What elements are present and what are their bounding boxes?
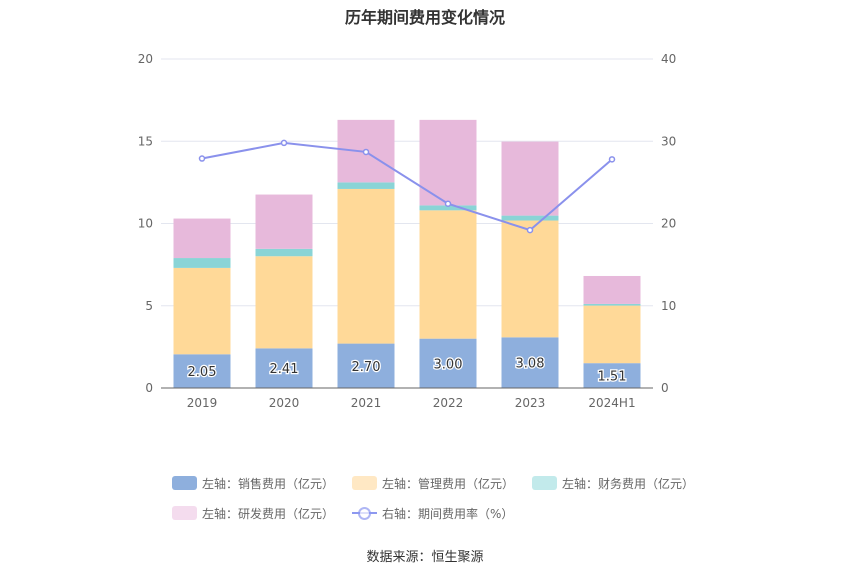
bar-s3-2019 [173,218,231,259]
bar-s3-2022 [419,119,477,206]
legend-swatch-rate [352,506,378,520]
bar-s0-2024H1 [583,363,641,388]
right-tick-label-1: 10 [661,299,676,313]
bar-s1-2022 [419,210,477,339]
bar-s0-2019 [173,354,231,388]
legend-swatch-admin [352,476,378,490]
bar-label-2022: 3.00 [434,357,463,372]
bar-s0-2021 [337,343,395,388]
chart-title: 历年期间费用变化情况 [344,8,505,27]
bar-s2-2020 [255,248,313,257]
bar-s0-2022 [419,338,477,388]
legend-label-sales: 左轴：销售费用（亿元） [202,476,335,491]
bar-label-2021: 2.70 [352,360,381,375]
legend-swatch-finance [532,476,558,490]
x-tick-label-2019: 2019 [187,396,218,410]
right-tick-label-3: 30 [661,134,676,148]
left-tick-label-4: 20 [138,52,153,66]
legend-label-rd: 左轴：研发费用（亿元） [202,506,335,521]
bar-s3-2020 [255,194,313,249]
right-tick-label-4: 40 [661,52,676,66]
bar-label-2024H1: 1.51 [598,370,627,385]
x-tick-label-2020: 2020 [269,396,300,410]
x-tick-label-2021: 2021 [351,396,382,410]
bar-s3-2023 [501,141,559,216]
bar-label-2019: 2.05 [188,365,217,380]
bar-label-2020: 2.41 [270,362,299,377]
legend-label-finance: 左轴：财务费用（亿元） [562,476,695,491]
rate-line [201,141,613,232]
chart-svg: 0 5 10 15 20 0 10 20 30 40 2.05 2019 2.41 2020 2.70 202… [138,52,677,410]
left-tick-label-1: 5 [145,299,153,313]
legend-item-admin[interactable]: 左轴：管理费用（亿元） [352,475,514,492]
bar-s0-2023 [501,337,559,388]
rate-point-2021 [362,148,370,156]
legend-item-sales[interactable]: 左轴：销售费用（亿元） [172,475,334,492]
bar-s2-2022 [419,205,477,211]
bar-s2-2019 [173,258,231,268]
bar-s2-2023 [501,215,559,221]
rate-point-2023 [526,226,534,234]
bar-s1-2019 [173,267,231,355]
left-tick-label-2: 10 [138,217,153,231]
x-tick-label-2024H1: 2024H1 [588,396,635,410]
legend-item-rate[interactable]: 右轴：期间费用率（%） [352,505,513,522]
x-tick-label-2023: 2023 [515,396,546,410]
rate-point-2024H1 [608,156,616,163]
bar-label-2023: 3.08 [516,357,545,372]
legend-item-finance[interactable]: 左轴：财务费用（亿元） [532,475,694,492]
bar-s2-2024H1 [583,303,641,306]
legend-row-2: 左轴：研发费用（亿元） 右轴：期间费用率（%） [172,502,692,524]
legend: 左轴：销售费用（亿元） 左轴：管理费用（亿元） 左轴：财务费用（亿元） 左轴：研… [172,472,694,532]
left-tick-label-3: 15 [138,134,153,148]
bar-s1-2021 [337,188,395,344]
legend-swatch-sales [172,476,197,490]
right-tick-label-2: 20 [661,217,676,231]
rate-point-2022 [444,200,452,208]
source-note: 数据来源：恒生聚源 [366,550,484,565]
bar-s3-2024H1 [583,275,641,304]
legend-item-rd[interactable]: 左轴：研发费用（亿元） [172,505,334,522]
x-tick-label-2022: 2022 [433,396,464,410]
bar-s1-2020 [255,256,313,349]
legend-label-admin: 左轴：管理费用（亿元） [382,476,515,491]
legend-label-rate: 右轴：期间费用率（%） [382,506,514,521]
bar-s0-2020 [255,348,313,388]
legend-row-1: 左轴：销售费用（亿元） 左轴：管理费用（亿元） 左轴：财务费用（亿元） [172,472,694,494]
bar-s1-2024H1 [583,305,641,364]
legend-swatch-rd [172,506,197,520]
rate-point-2019 [198,155,206,162]
right-tick-label-0: 0 [661,381,669,395]
rate-point-2020 [280,139,288,147]
left-tick-label-0: 0 [145,381,153,395]
bar-s2-2021 [337,182,395,189]
bar-s1-2023 [501,220,559,338]
